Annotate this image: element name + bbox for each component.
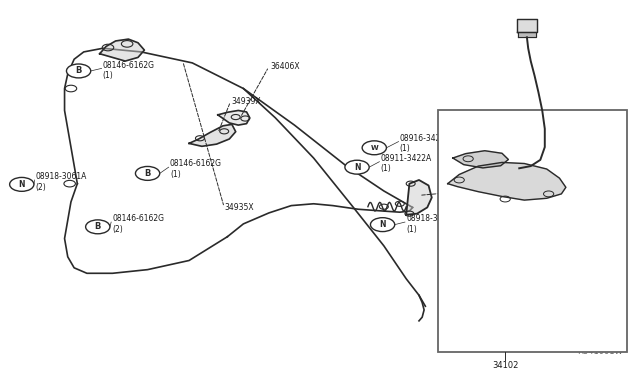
Circle shape <box>136 166 160 180</box>
Circle shape <box>67 64 91 78</box>
Text: W: W <box>371 145 378 151</box>
Text: N: N <box>380 220 386 229</box>
Polygon shape <box>448 163 566 200</box>
Text: 34935X: 34935X <box>224 203 254 212</box>
Text: 36406X: 36406X <box>270 62 300 71</box>
Text: N: N <box>19 180 25 189</box>
Polygon shape <box>189 124 236 146</box>
Text: 08918-3081A
(1): 08918-3081A (1) <box>406 214 458 234</box>
Text: 34939X: 34939X <box>232 97 262 106</box>
Text: 08918-3061A
(2): 08918-3061A (2) <box>36 172 87 192</box>
Circle shape <box>371 218 395 232</box>
Circle shape <box>345 160 369 174</box>
Text: B: B <box>76 67 82 76</box>
Text: 34693M: 34693M <box>462 187 493 196</box>
Text: B: B <box>95 222 101 231</box>
Text: B: B <box>145 169 151 178</box>
Text: 08146-6162G
(1): 08146-6162G (1) <box>103 61 155 80</box>
Circle shape <box>10 177 34 191</box>
Polygon shape <box>516 19 537 32</box>
Text: 34102: 34102 <box>492 361 518 370</box>
Text: 08916-3421A
(1): 08916-3421A (1) <box>400 134 451 153</box>
Polygon shape <box>100 39 145 61</box>
Text: 08146-6162G
(2): 08146-6162G (2) <box>113 214 164 234</box>
Text: N: N <box>354 163 360 172</box>
FancyBboxPatch shape <box>438 110 627 352</box>
Circle shape <box>86 220 110 234</box>
Polygon shape <box>453 151 508 168</box>
Text: 08146-6162G
(1): 08146-6162G (1) <box>170 159 222 179</box>
Text: R341001W: R341001W <box>577 347 623 356</box>
Circle shape <box>362 141 387 155</box>
Polygon shape <box>218 110 250 125</box>
Polygon shape <box>518 32 536 37</box>
Polygon shape <box>406 180 432 215</box>
Text: 08911-3422A
(1): 08911-3422A (1) <box>381 154 432 173</box>
